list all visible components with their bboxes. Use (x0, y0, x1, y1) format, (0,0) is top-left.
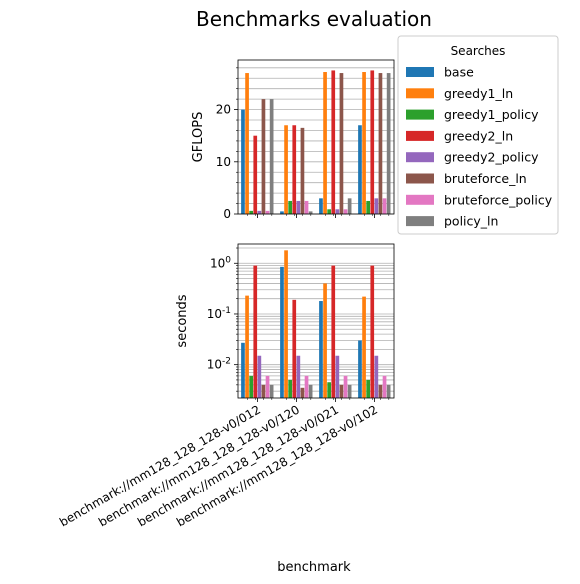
bar-greedy2_ln (292, 299, 297, 398)
y-tick-label: 10-1 (207, 306, 231, 321)
bar-bruteforce_policy (382, 198, 387, 214)
bar-base (319, 198, 323, 214)
bar-greedy1_ln (362, 72, 366, 214)
bar-bruteforce_policy (304, 200, 309, 214)
bar-bruteforce_policy (265, 375, 270, 398)
y-axis-label: seconds (175, 294, 190, 347)
panel-GFLOPS: 0 10 20 GFLOPS (191, 59, 395, 221)
bar-greedy2_ln (253, 135, 258, 214)
bar-bruteforce_ln (378, 73, 383, 214)
plot-panels: 01020GFLOPS10-210-1100secondsbenchmark:/… (57, 59, 395, 529)
legend: Searches base greedy1_ln greedy1_policygree… (397, 35, 559, 235)
legend-label: greedy1_policy (444, 107, 539, 122)
bar-bruteforce_policy (343, 209, 348, 214)
bar-greedy1_policy (249, 210, 253, 214)
bar-greedy2_policy (335, 209, 340, 214)
chart-title: Benchmarks evaluation (196, 7, 432, 31)
bar-policy_ln (308, 384, 313, 398)
legend-swatch (406, 173, 434, 184)
bar-bruteforce_policy (343, 375, 348, 398)
legend-label: bruteforce_ln (444, 171, 527, 186)
bar-greedy1_ln (323, 72, 327, 214)
legend-frame (397, 35, 559, 235)
bar-greedy1_ln (245, 73, 249, 214)
legend-label: greedy2_ln (444, 128, 513, 143)
axes-frame (237, 243, 395, 399)
legend-swatch (406, 67, 434, 77)
x-axis-label: benchmark (277, 560, 351, 575)
legend-swatch (406, 216, 434, 227)
bar-greedy2_policy (374, 198, 379, 214)
bar-base (280, 266, 284, 398)
legend-label: greedy1_ln (444, 86, 513, 101)
legend-swatch (406, 152, 434, 163)
bar-greedy2_policy (257, 355, 262, 398)
y-tick-label: 10 (216, 155, 231, 169)
bar-greedy1_policy (249, 375, 253, 398)
bar-greedy2_ln (370, 265, 375, 398)
y-tick-label: 0 (223, 207, 231, 221)
bar-greedy1_policy (288, 200, 292, 214)
bar-greedy1_policy (327, 382, 331, 398)
y-tick-label: 20 (216, 103, 231, 117)
bar-bruteforce_ln (300, 387, 305, 398)
bar-bruteforce_ln (300, 127, 305, 214)
bar-greedy1_policy (366, 200, 370, 214)
bar-greedy2_policy (296, 355, 301, 398)
bar-bruteforce_ln (378, 384, 383, 398)
bar-policy_ln (347, 384, 352, 398)
legend-label: policy_ln (444, 214, 498, 229)
y-axis-label: GFLOPS (191, 112, 206, 163)
bar-greedy2_policy (257, 210, 262, 214)
y-tick-label: 100 (210, 255, 231, 270)
bar-policy_ln (386, 73, 391, 214)
bar-bruteforce_ln (261, 384, 266, 398)
bar-greedy1_ln (245, 295, 249, 398)
bar-bruteforce_ln (339, 384, 344, 398)
bar-greedy1_ln (362, 296, 366, 398)
bar-greedy1_ln (284, 125, 288, 214)
bar-base (280, 211, 284, 214)
legend-swatch (406, 88, 434, 99)
bar-greedy1_ln (284, 250, 288, 398)
bar-greedy2_ln (331, 265, 336, 398)
bar-greedy1_policy (327, 209, 331, 214)
legend-swatch (406, 194, 434, 205)
legend-label: bruteforce_policy (444, 192, 553, 207)
legend-label: greedy2_policy (444, 150, 539, 165)
bar-bruteforce_policy (382, 375, 387, 398)
bar-greedy2_ln (370, 70, 375, 214)
bar-greedy1_policy (288, 379, 292, 398)
bar-greedy2_policy (374, 355, 379, 398)
bar-greedy2_ln (331, 70, 336, 214)
legend-swatch (406, 109, 434, 120)
bar-policy_ln (308, 211, 313, 214)
bar-policy_ln (386, 384, 391, 398)
bar-greedy1_ln (323, 283, 327, 398)
legend-swatch (406, 130, 434, 141)
bar-base (241, 342, 245, 398)
y-tick-label: 10-2 (207, 357, 231, 372)
bar-base (319, 301, 323, 398)
bar-policy_ln (269, 99, 274, 214)
panel-seconds: 10-2 10-1 100 seconds (175, 243, 395, 402)
legend-title: Searches (451, 44, 506, 58)
bar-base (358, 340, 362, 398)
axes-frame (237, 59, 395, 215)
bar-greedy2_policy (296, 200, 301, 214)
legend-label: base (444, 65, 474, 80)
bar-greedy2_ln (292, 125, 297, 214)
bar-base (241, 109, 245, 214)
bar-bruteforce_ln (261, 99, 266, 214)
bar-bruteforce_ln (339, 73, 344, 214)
bar-greedy2_policy (335, 355, 340, 398)
bar-greedy1_policy (366, 379, 370, 398)
bar-policy_ln (347, 198, 352, 214)
bar-bruteforce_policy (304, 375, 309, 398)
bar-base (358, 125, 362, 214)
bar-bruteforce_policy (265, 210, 270, 214)
bar-policy_ln (269, 384, 274, 398)
bar-greedy2_ln (253, 265, 258, 398)
